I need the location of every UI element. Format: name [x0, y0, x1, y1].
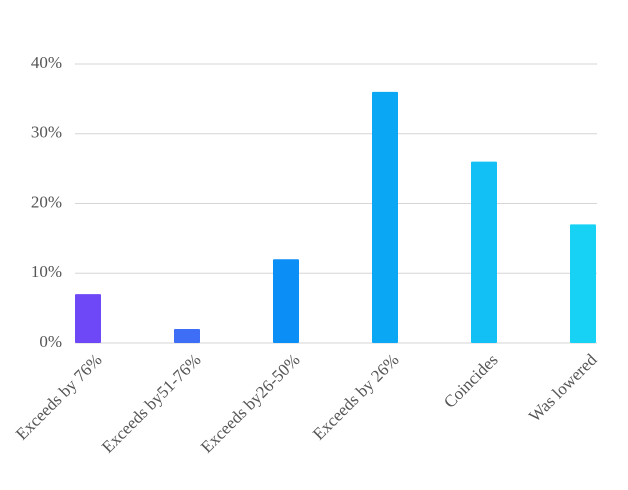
y-tick-label: 30% — [31, 123, 62, 142]
y-tick-label: 20% — [31, 192, 62, 211]
bar — [174, 329, 200, 343]
bar — [75, 294, 101, 343]
bar — [570, 224, 596, 343]
y-tick-label: 0% — [39, 332, 62, 351]
y-tick-label: 40% — [31, 53, 62, 72]
x-tick-label: Was lowered — [525, 350, 601, 426]
bar — [471, 161, 497, 343]
x-tick-label: Coincides — [440, 350, 502, 412]
x-tick-label: Exceeds by 76% — [12, 350, 106, 444]
x-tick-label: Exceeds by 26% — [309, 350, 403, 444]
y-tick-label: 10% — [31, 262, 62, 281]
bar — [273, 259, 299, 343]
x-tick-label: Exceeds by51-76% — [98, 350, 205, 457]
x-tick-label: Exceeds by26-50% — [197, 350, 304, 457]
bar — [372, 91, 398, 344]
